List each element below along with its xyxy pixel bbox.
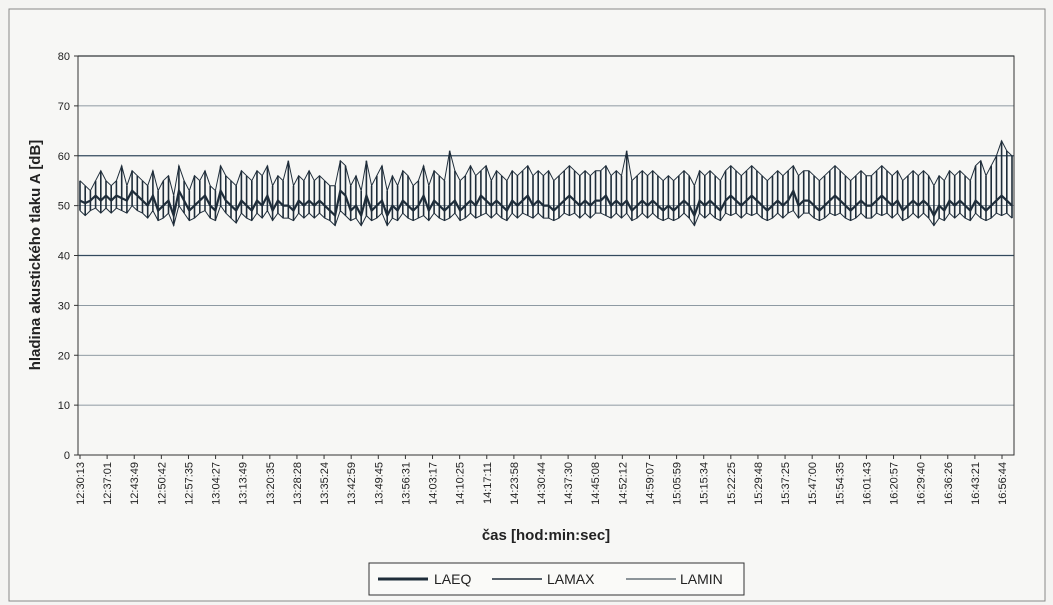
- series-laeq-line: [79, 187, 1013, 220]
- y-tick-label: 20: [58, 350, 70, 362]
- y-tick-label: 70: [58, 101, 70, 113]
- x-tick-label: 16:56:44: [997, 462, 1009, 505]
- x-tick-label: 13:28:28: [292, 462, 304, 505]
- x-tick-label: 13:13:49: [238, 462, 250, 505]
- x-tick-label: 12:37:01: [102, 462, 114, 505]
- legend-label-lamax: LAMAX: [547, 571, 595, 587]
- x-tick-label: 16:20:57: [889, 462, 901, 505]
- series-lamin-line: [79, 204, 1013, 228]
- x-tick-label: 14:52:12: [617, 462, 629, 505]
- x-tick-label: 15:54:35: [834, 462, 846, 505]
- y-axis-title: hladina akustického tlaku A [dB]: [27, 140, 44, 371]
- x-tick-label: 13:20:35: [265, 462, 277, 505]
- x-tick-label: 15:05:59: [672, 462, 684, 505]
- x-tick-label: 12:57:35: [183, 462, 195, 505]
- y-axis: 0 10 20 30 40 50 60 70 80: [58, 51, 78, 462]
- y-tick-label: 80: [58, 51, 70, 63]
- series-lamax-line: [79, 139, 1013, 196]
- y-tick-label: 30: [58, 300, 70, 312]
- legend-box: [368, 562, 745, 596]
- x-tick-label: 12:30:13: [75, 462, 87, 505]
- x-tick-label: 13:35:24: [319, 462, 331, 505]
- x-tick-label: 14:37:30: [563, 462, 575, 505]
- x-tick-label: 15:29:48: [753, 462, 765, 505]
- x-tick-label: 13:42:59: [346, 462, 358, 505]
- x-tick-label: 14:10:25: [455, 462, 467, 505]
- x-tick-label: 16:43:21: [970, 462, 982, 505]
- y-tick-label: 60: [58, 151, 70, 163]
- y-tick-label: 10: [58, 400, 70, 412]
- y-tick-label: 0: [64, 450, 70, 462]
- x-tick-label: 14:59:07: [644, 462, 656, 505]
- x-tick-label: 15:15:34: [699, 462, 711, 505]
- x-axis: 12:30:13 12:37:01 12:43:49 12:50:42 12:57:35…: [75, 455, 1009, 505]
- series-lamax-lamin-range: [79, 140, 1013, 226]
- x-tick-label: 12:43:49: [129, 462, 141, 505]
- x-tick-label: 14:30:44: [536, 462, 548, 505]
- x-tick-label: 15:47:00: [807, 462, 819, 505]
- series-group: [79, 139, 1013, 228]
- x-tick-label: 13:49:45: [373, 462, 385, 505]
- y-tick-label: 40: [58, 251, 70, 263]
- x-tick-label: 14:03:17: [428, 462, 440, 505]
- legend-label-lamin: LAMIN: [680, 571, 723, 587]
- x-tick-label: 16:01:43: [861, 462, 873, 505]
- x-axis-title: čas [hod:min:sec]: [482, 527, 610, 544]
- x-tick-label: 13:04:27: [211, 462, 223, 505]
- x-tick-label: 14:23:58: [509, 462, 521, 505]
- legend-label-laeq: LAEQ: [434, 571, 471, 587]
- x-tick-label: 15:22:25: [726, 462, 738, 505]
- x-tick-label: 14:17:11: [482, 462, 494, 504]
- y-tick-label: 50: [58, 201, 70, 213]
- x-tick-label: 15:37:25: [780, 462, 792, 505]
- x-tick-label: 13:56:31: [400, 462, 412, 505]
- legend: LAEQ LAMAX LAMIN: [368, 562, 745, 596]
- x-tick-label: 16:36:26: [943, 462, 955, 505]
- x-tick-label: 16:29:40: [916, 462, 928, 505]
- x-tick-label: 12:50:42: [156, 462, 168, 505]
- x-tick-label: 14:45:08: [590, 462, 602, 505]
